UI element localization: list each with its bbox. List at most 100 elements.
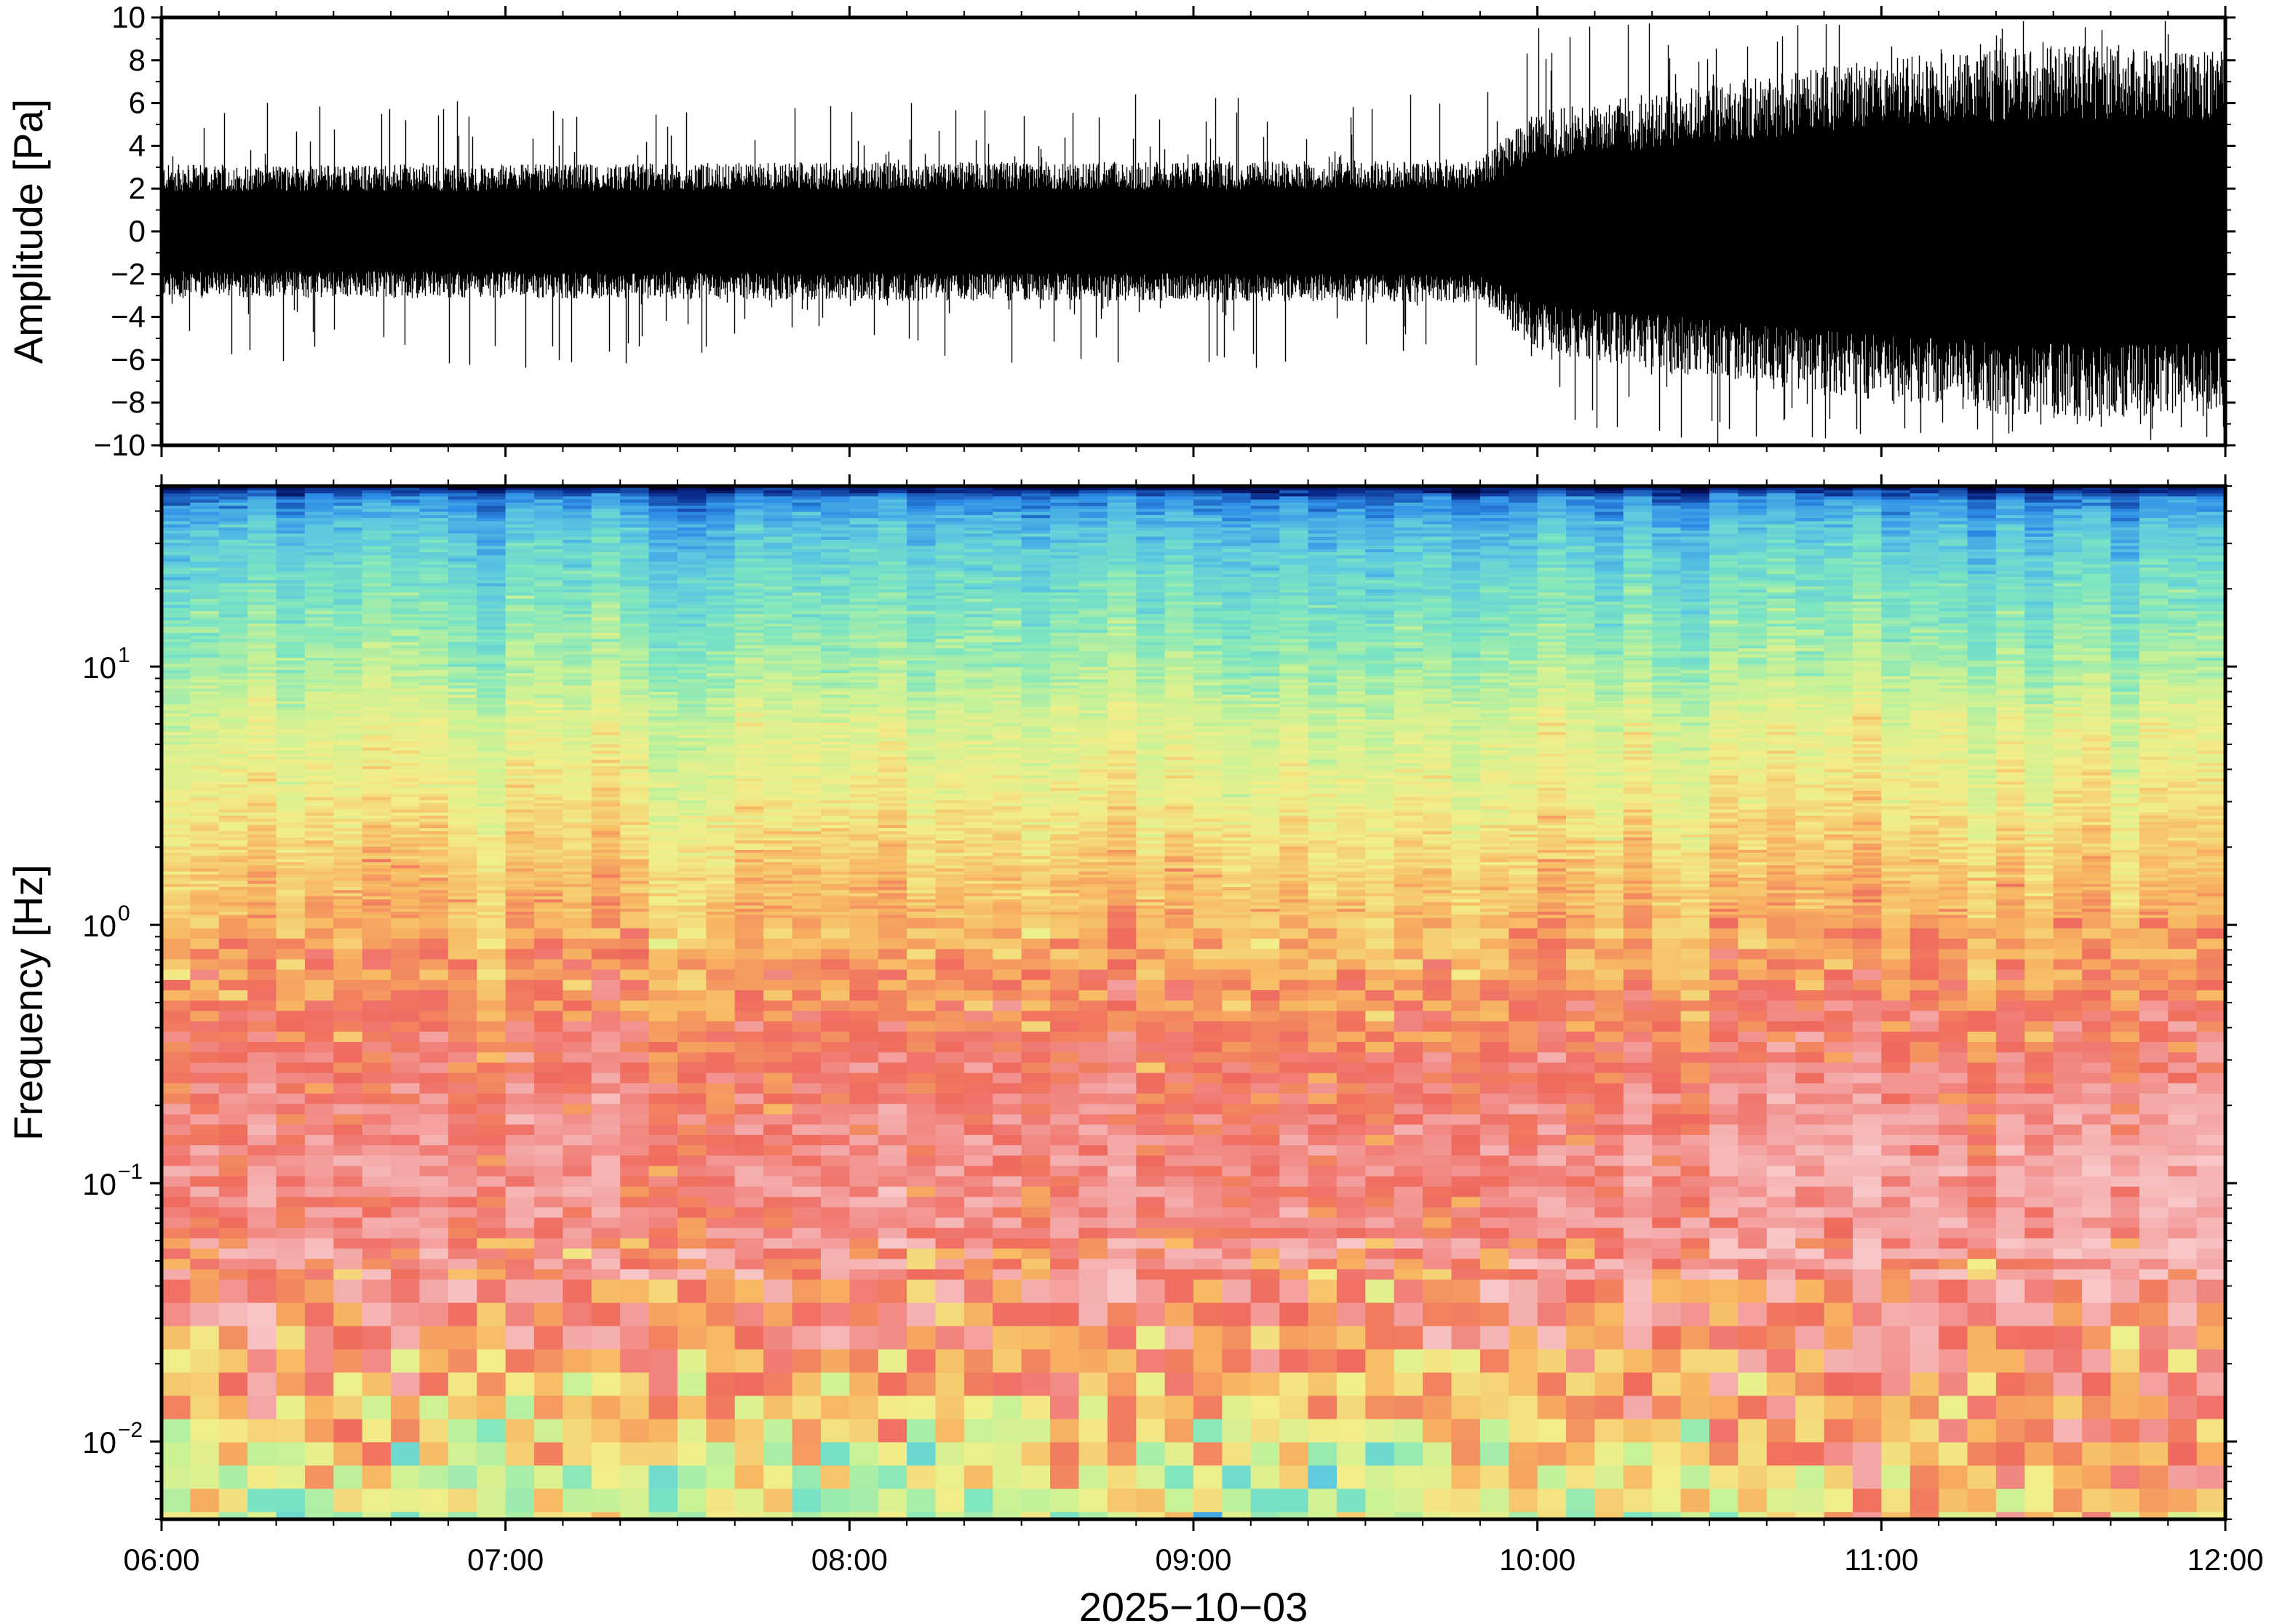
heatmap-cell [419, 520, 449, 525]
heatmap-cell [849, 610, 879, 615]
heatmap-cell [333, 889, 363, 893]
heatmap-cell [820, 827, 851, 832]
heatmap-cell [448, 874, 478, 878]
heatmap-cell [276, 883, 306, 888]
heatmap-cell [247, 1051, 277, 1063]
heatmap-cell [162, 486, 191, 490]
heatmap-cell [792, 849, 822, 853]
heatmap-cell [792, 697, 822, 701]
heatmap-cell [505, 883, 535, 888]
heatmap-cell [734, 700, 764, 704]
heatmap-cell [849, 1325, 879, 1350]
heatmap-cell [648, 557, 678, 562]
heatmap-cell [878, 564, 907, 568]
heatmap-cell [333, 765, 363, 770]
heatmap-cell [820, 1227, 851, 1238]
heatmap-cell [362, 747, 392, 751]
heatmap-cell [763, 1206, 793, 1218]
heatmap-cell [247, 753, 277, 757]
heatmap-cell [505, 626, 535, 630]
heatmap-cell [218, 586, 248, 590]
heatmap-cell [333, 892, 363, 896]
heatmap-cell [419, 845, 449, 850]
heatmap-cell [391, 914, 421, 918]
heatmap-cell [247, 849, 277, 853]
heatmap-cell [419, 697, 449, 701]
heatmap-cell [734, 911, 764, 915]
heatmap-cell [362, 803, 392, 807]
heatmap-cell [505, 1051, 535, 1063]
heatmap-cell [534, 759, 564, 763]
heatmap-cell [534, 623, 564, 627]
heatmap-cell [563, 1072, 592, 1083]
heatmap-cell [563, 552, 592, 556]
heatmap-cell [620, 560, 650, 565]
heatmap-cell [849, 1441, 879, 1466]
heatmap-cell [505, 1093, 535, 1104]
heatmap-cell [333, 545, 363, 549]
heatmap-cell [218, 690, 248, 695]
heatmap-cell [391, 709, 421, 714]
heatmap-cell [162, 803, 191, 807]
heatmap-cell [162, 1441, 191, 1466]
heatmap-cell [820, 731, 851, 736]
heatmap-cell [591, 784, 621, 788]
heatmap-cell [162, 728, 191, 733]
heatmap-cell [304, 731, 335, 736]
heatmap-cell [734, 1041, 764, 1053]
heatmap-cell [878, 530, 907, 534]
heatmap-cell [218, 1123, 248, 1135]
heatmap-cell [162, 778, 191, 782]
heatmap-cell [247, 650, 277, 655]
heatmap-cell [448, 548, 478, 552]
heatmap-cell [505, 861, 535, 866]
heatmap-cell [218, 564, 248, 568]
heatmap-cell [706, 1134, 736, 1146]
heatmap-cell [391, 641, 421, 645]
heatmap-cell [706, 928, 736, 939]
heatmap-cell [849, 517, 879, 522]
heatmap-cell [162, 874, 191, 878]
heatmap-cell [648, 1325, 678, 1350]
heatmap-cell [448, 821, 478, 825]
heatmap-cell [820, 548, 851, 552]
heatmap-cell [792, 1278, 822, 1303]
heatmap-cell [849, 594, 879, 599]
heatmap-cell [505, 682, 535, 686]
heatmap-cell [706, 852, 736, 856]
heatmap-cell [648, 1238, 678, 1249]
heatmap-cell [477, 657, 506, 661]
heatmap-cell [620, 1465, 650, 1489]
heatmap-cell [477, 1248, 506, 1259]
heatmap-cell [276, 493, 306, 497]
heatmap-cell [247, 607, 277, 611]
heatmap-cell [792, 722, 822, 726]
heatmap-cell [648, 728, 678, 733]
heatmap-cell [620, 1175, 650, 1187]
heatmap-cell [419, 796, 449, 800]
heatmap-cell [734, 1062, 764, 1073]
heatmap-cell [247, 700, 277, 704]
heatmap-cell [563, 706, 592, 711]
heatmap-cell [706, 840, 736, 844]
heatmap-cell [534, 790, 564, 795]
heatmap-cell [849, 990, 879, 1001]
heatmap-cell [792, 1196, 822, 1208]
heatmap-cell [620, 1113, 650, 1125]
heatmap-cell [734, 570, 764, 574]
heatmap-cell [677, 1441, 707, 1466]
heatmap-cell [448, 688, 478, 692]
heatmap-cell [734, 520, 764, 525]
heatmap-cell [763, 799, 793, 804]
heatmap-cell [419, 1155, 449, 1166]
heatmap-cell [190, 928, 220, 939]
heatmap-cell [849, 493, 879, 497]
heatmap-cell [563, 1227, 592, 1238]
heatmap-cell [820, 530, 851, 534]
heatmap-cell [878, 690, 907, 695]
heatmap-cell [677, 511, 707, 515]
heatmap-cell [734, 1155, 764, 1166]
heatmap-cell [190, 1165, 220, 1177]
heatmap-cell [849, 542, 879, 546]
heatmap-cell [247, 1348, 277, 1373]
